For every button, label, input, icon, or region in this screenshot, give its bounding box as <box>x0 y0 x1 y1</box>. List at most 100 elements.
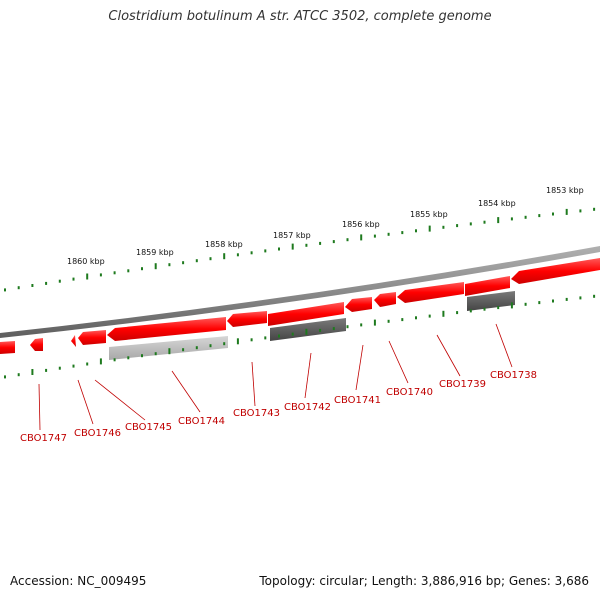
gene-label[interactable]: CBO1745 <box>125 422 172 433</box>
gene-arrow[interactable] <box>71 335 76 347</box>
scale-minor-tick <box>195 259 198 263</box>
scale-minor-tick <box>168 263 171 267</box>
scale-minor-tick <box>72 277 75 281</box>
gene-label[interactable]: CBO1746 <box>74 428 121 439</box>
gray-feature-light[interactable] <box>109 336 228 360</box>
scale-minor-tick <box>86 362 89 366</box>
scale-major-tick <box>168 348 171 355</box>
scale-minor-tick <box>305 243 308 247</box>
gene-label[interactable]: CBO1743 <box>233 408 280 419</box>
label-leaders <box>38 323 513 431</box>
scale-minor-tick <box>17 286 20 290</box>
scale-minor-tick <box>58 366 61 370</box>
scale-minor-tick <box>579 296 582 300</box>
scale-minor-tick <box>538 214 541 218</box>
kbp-label: 1854 kbp <box>478 199 516 208</box>
upper-scale <box>4 207 596 292</box>
gene-label[interactable]: CBO1739 <box>439 379 486 390</box>
scale-minor-tick <box>236 253 239 257</box>
kbp-label: 1859 kbp <box>136 248 174 257</box>
scale-minor-tick <box>4 375 6 379</box>
scale-minor-tick <box>469 309 472 313</box>
kbp-label: 1856 kbp <box>342 220 380 229</box>
scale-minor-tick <box>483 220 486 224</box>
scale-minor-tick <box>195 346 198 350</box>
scale-minor-tick <box>250 251 253 255</box>
lower-scale <box>4 294 596 379</box>
scale-major-tick <box>154 263 157 270</box>
scale-major-tick <box>497 217 500 224</box>
scale-major-tick <box>291 243 294 250</box>
gene-arrow[interactable] <box>78 330 106 345</box>
gene-label[interactable]: CBO1747 <box>20 433 67 444</box>
scale-minor-tick <box>565 297 568 301</box>
scale-minor-tick <box>72 364 75 368</box>
gene-arrow[interactable] <box>268 302 344 326</box>
scale-minor-tick <box>182 261 185 265</box>
scale-minor-tick <box>387 232 390 236</box>
gene-labels: CBO1747 CBO1746 CBO1745 CBO1744 CBO1743 … <box>20 370 537 444</box>
gene-label[interactable]: CBO1744 <box>178 416 225 427</box>
scale-minor-tick <box>17 373 20 377</box>
scale-minor-tick <box>401 318 404 322</box>
gene-arrow[interactable] <box>30 338 43 351</box>
scale-minor-tick <box>524 302 527 306</box>
scale-minor-tick <box>4 288 6 292</box>
scale-minor-tick <box>31 284 34 287</box>
scale-minor-tick <box>401 231 404 235</box>
gene-arrow[interactable] <box>0 341 15 354</box>
scale-minor-tick <box>497 306 500 310</box>
scale-minor-tick <box>415 316 417 320</box>
scale-minor-tick <box>99 273 102 277</box>
scale-minor-tick <box>456 311 459 315</box>
scale-minor-tick <box>113 358 116 362</box>
gene-label[interactable]: CBO1742 <box>284 402 331 413</box>
kbp-label: 1858 kbp <box>205 240 243 249</box>
genome-summary-text: Topology: circular; Length: 3,886,916 bp… <box>259 574 589 588</box>
scale-minor-tick <box>113 271 116 275</box>
scale-minor-tick <box>442 225 445 229</box>
gene-arrow[interactable] <box>465 276 510 296</box>
scale-minor-tick <box>332 327 335 331</box>
scale-minor-tick <box>387 319 390 323</box>
scale-minor-tick <box>141 354 143 358</box>
gene-label[interactable]: CBO1740 <box>386 387 433 398</box>
scale-major-tick <box>360 234 363 241</box>
scale-minor-tick <box>45 281 48 285</box>
gene-arrow[interactable] <box>374 292 396 307</box>
scale-minor-tick <box>428 314 431 318</box>
gene-label[interactable]: CBO1738 <box>490 370 537 381</box>
scale-minor-tick <box>593 294 596 298</box>
accession-text: Accession: NC_009495 <box>10 574 147 588</box>
genome-backbone <box>0 246 600 338</box>
scale-minor-tick <box>538 301 541 305</box>
scale-minor-tick <box>319 328 322 332</box>
kbp-label: 1860 kbp <box>67 257 105 266</box>
scale-major-tick <box>236 338 239 345</box>
gray-features <box>109 291 515 360</box>
scale-major-tick <box>305 328 308 335</box>
gene-label[interactable]: CBO1741 <box>334 395 381 406</box>
gene-arrow[interactable] <box>511 258 600 284</box>
gene-arrow[interactable] <box>107 317 226 341</box>
scale-minor-tick <box>250 338 253 342</box>
page-title: Clostridium botulinum A str. ATCC 3502, … <box>108 9 492 24</box>
scale-minor-tick <box>154 352 157 356</box>
scale-minor-tick <box>456 224 459 228</box>
scale-minor-tick <box>278 247 280 251</box>
scale-minor-tick <box>524 215 527 219</box>
gene-arrow[interactable] <box>227 311 267 327</box>
scale-minor-tick <box>127 356 130 360</box>
scale-minor-tick <box>223 342 226 346</box>
scale-minor-tick <box>264 249 267 253</box>
scale-minor-tick <box>510 217 513 221</box>
scale-major-tick <box>31 369 34 375</box>
scale-major-tick <box>99 358 102 365</box>
gray-feature-dark[interactable] <box>467 291 515 311</box>
gene-arrow[interactable] <box>345 297 372 312</box>
scale-minor-tick <box>593 207 596 211</box>
scale-minor-tick <box>182 348 185 352</box>
gene-arrow[interactable] <box>397 282 464 303</box>
gray-feature-dark[interactable] <box>270 318 346 341</box>
